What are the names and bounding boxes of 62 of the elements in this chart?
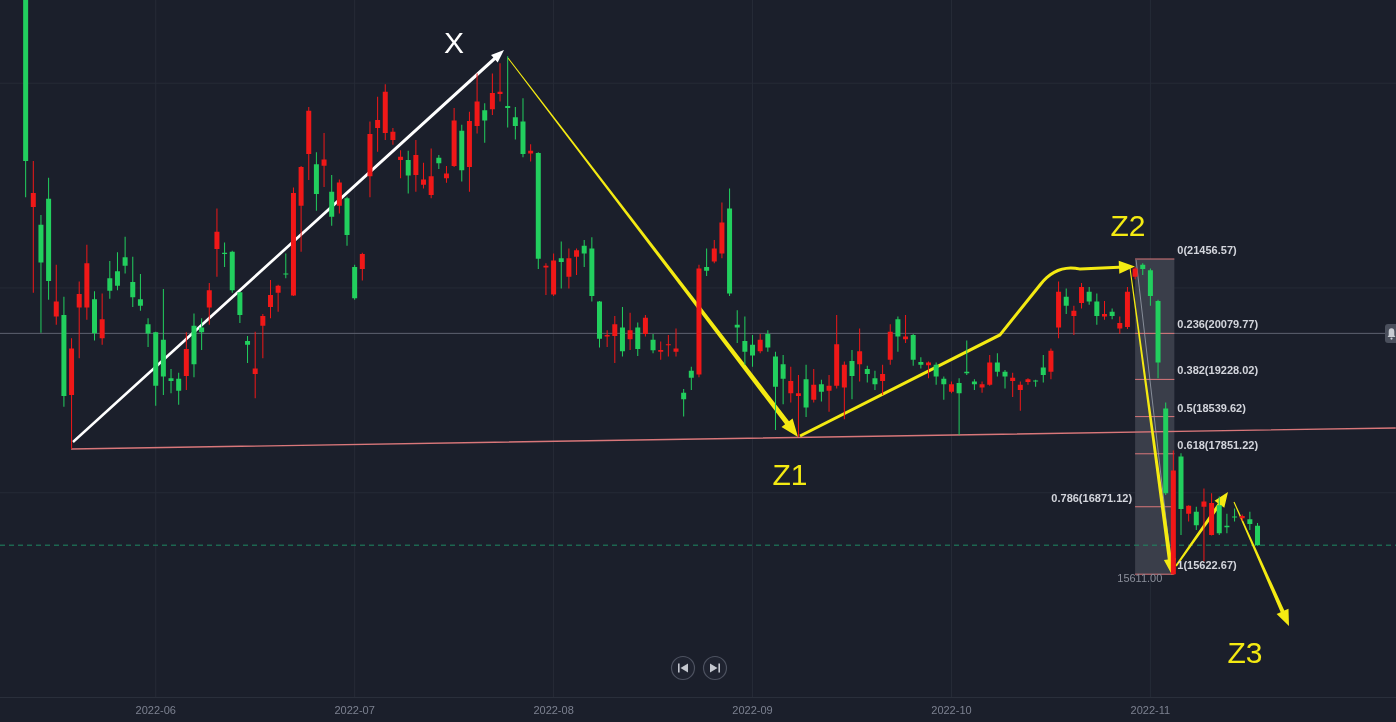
candlestick — [443, 165, 449, 183]
candlestick — [604, 330, 610, 347]
candlestick — [658, 341, 664, 360]
candlestick — [574, 248, 580, 276]
candlestick — [956, 378, 962, 435]
candlestick — [665, 334, 671, 357]
candlestick — [30, 161, 36, 293]
candlestick — [497, 63, 503, 102]
candlestick — [122, 236, 128, 274]
candlestick — [421, 162, 427, 189]
candlestick — [505, 56, 511, 128]
x-tick-label: 2022-08 — [533, 704, 574, 716]
candlestick — [245, 336, 251, 364]
candlestick — [107, 260, 113, 299]
candlestick — [1025, 378, 1031, 385]
ref-line-label: 1(15622.67) — [1177, 559, 1238, 572]
candlestick — [864, 365, 870, 383]
candlestick — [543, 263, 549, 296]
ref-line-label: 0.236(20079.77) — [1177, 318, 1259, 331]
x-tick-label: 2022-10 — [931, 704, 972, 716]
candlestick — [168, 369, 174, 394]
x-tick-label: 2022-07 — [334, 704, 375, 716]
candlestick — [673, 328, 679, 357]
x-tick-label: 2022-11 — [1130, 704, 1171, 716]
candlestick — [260, 313, 266, 359]
ref-line-label: 0(21456.57) — [1177, 243, 1238, 256]
candlestick — [321, 132, 327, 187]
candlestick — [375, 96, 381, 152]
candlestick — [918, 357, 924, 369]
candlestick — [1040, 354, 1046, 383]
candlestick — [252, 331, 258, 399]
candlestick — [558, 241, 564, 289]
ref-line-label: 0.786(16871.12) — [1051, 491, 1133, 504]
candlestick — [1101, 300, 1107, 320]
candlestick — [199, 318, 205, 351]
annotation: Z3 — [1227, 635, 1263, 669]
candlestick — [971, 379, 977, 391]
candlestick — [283, 253, 289, 279]
x-tick-label: 2022-06 — [135, 704, 176, 716]
candlestick — [612, 316, 618, 364]
candlestick — [137, 273, 143, 311]
candlestick — [1117, 316, 1123, 334]
candlestick — [704, 248, 710, 277]
candlestick — [795, 374, 801, 438]
candlestick — [1232, 508, 1238, 522]
candlestick — [398, 150, 404, 179]
annotation: 15611.00 — [1117, 571, 1163, 584]
ref-line-label: 0.618(17851.22) — [1177, 438, 1259, 451]
annotation: Z2 — [1110, 209, 1146, 243]
candlestick — [1201, 488, 1207, 562]
candlestick — [964, 340, 970, 375]
ref-line-label: 0.5(18539.62) — [1177, 401, 1247, 414]
annotation: X — [443, 25, 465, 59]
candlestick — [742, 316, 748, 365]
candlestick — [53, 264, 59, 325]
annotation: Z1 — [772, 457, 808, 491]
x-tick-label: 2022-09 — [732, 704, 773, 716]
candlestick — [826, 374, 832, 412]
ref-line-label: 0.382(19228.02) — [1177, 364, 1259, 377]
candlestick — [1033, 379, 1039, 387]
candlestick — [818, 379, 824, 402]
candlestick — [222, 242, 228, 267]
